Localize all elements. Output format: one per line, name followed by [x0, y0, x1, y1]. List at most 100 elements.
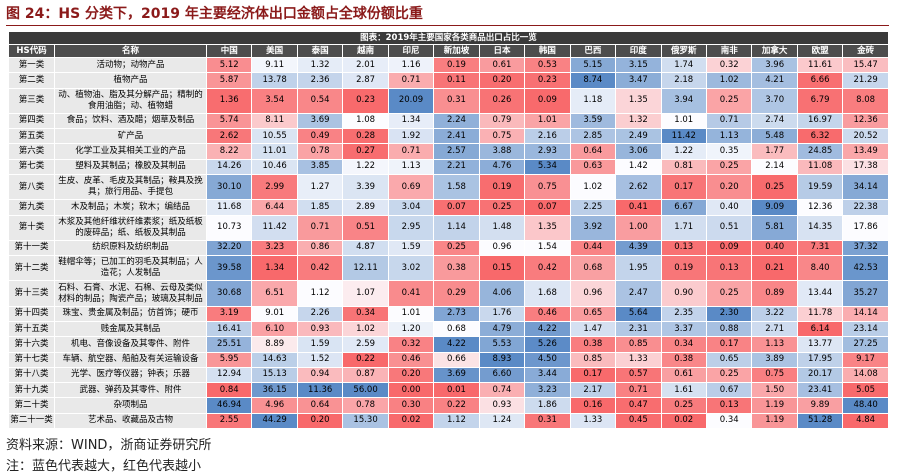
- value-cell: 2.89: [342, 199, 389, 216]
- value-cell: 0.02: [660, 412, 707, 429]
- value-cell: 0.65: [569, 305, 617, 322]
- value-cell: 1.01: [387, 305, 435, 322]
- row-name: 矿产品: [54, 128, 207, 145]
- column-header: 韩国: [524, 44, 571, 58]
- value-cell: 2.31: [615, 320, 662, 338]
- value-cell: 1.12: [296, 280, 344, 307]
- value-cell: 0.34: [342, 305, 389, 322]
- value-cell: 23.14: [842, 320, 889, 338]
- table-row: 第十六类 机电、音像设备及其零件、附件 25.51 8.89 1.59 2.59 0.32 4…: [8, 336, 889, 353]
- value-cell: 0.78: [342, 397, 389, 414]
- value-cell: 1.34: [387, 112, 435, 130]
- value-cell: 0.93: [478, 397, 526, 414]
- value-cell: 0.67: [705, 382, 753, 399]
- value-cell: 42.53: [842, 255, 889, 282]
- value-cell: 8.89: [251, 336, 298, 353]
- value-cell: 12.94: [205, 366, 253, 384]
- value-cell: 6.60: [478, 366, 526, 384]
- value-cell: 0.25: [705, 158, 753, 175]
- value-cell: 0.63: [569, 158, 617, 175]
- value-cell: 14.63: [251, 351, 298, 368]
- row-code: 第二十一类: [8, 412, 55, 429]
- table-row: 第七类 塑料及其制品；橡胶及其制品 14.26 10.46 3.85 1.22 1.13 2.…: [8, 158, 889, 175]
- value-cell: 3.06: [615, 143, 662, 160]
- value-cell: 2.35: [660, 305, 707, 322]
- value-cell: 4.76: [478, 158, 526, 175]
- value-cell: 2.01: [342, 56, 389, 74]
- value-cell: 6.14: [796, 320, 844, 338]
- value-cell: 0.19: [478, 173, 526, 201]
- row-code: 第九类: [8, 199, 55, 216]
- row-code: 第五类: [8, 128, 55, 145]
- table-row: 第八类 生皮、皮革、毛皮及其制品；鞍具及挽具；旅行用品、手提包 30.10 2.99 1…: [8, 173, 889, 201]
- value-cell: 3.37: [660, 320, 707, 338]
- value-cell: 3.23: [524, 382, 571, 399]
- value-cell: 1.61: [660, 382, 707, 399]
- value-cell: 0.01: [433, 382, 480, 399]
- value-cell: 14.14: [842, 305, 889, 322]
- value-cell: 3.02: [387, 255, 435, 282]
- value-cell: 0.25: [660, 397, 707, 414]
- table-row: 第十九类 武器、弹药及其零件、附件 0.84 36.15 11.36 56.00 0.00 0…: [8, 382, 889, 399]
- value-cell: 0.25: [705, 87, 753, 114]
- value-cell: 2.55: [205, 412, 253, 429]
- value-cell: 10.55: [251, 128, 298, 145]
- value-cell: 3.54: [251, 87, 298, 114]
- value-cell: 11.42: [660, 128, 707, 145]
- row-name: 活动物；动物产品: [54, 56, 207, 74]
- value-cell: 4.06: [478, 280, 526, 307]
- value-cell: 0.21: [751, 255, 798, 282]
- value-cell: 0.31: [524, 412, 571, 429]
- value-cell: 2.14: [751, 158, 798, 175]
- value-cell: 0.71: [615, 382, 662, 399]
- value-cell: 1.36: [205, 87, 253, 114]
- value-cell: 0.64: [569, 143, 617, 160]
- value-cell: 2.16: [524, 128, 571, 145]
- value-cell: 11.61: [796, 56, 844, 74]
- value-cell: 0.25: [705, 366, 753, 384]
- value-cell: 3.15: [615, 56, 662, 74]
- value-cell: 0.68: [433, 320, 480, 338]
- value-cell: 8.08: [842, 87, 889, 114]
- value-cell: 2.25: [569, 199, 617, 216]
- column-header: 巴西: [569, 44, 617, 58]
- value-cell: 0.96: [478, 239, 526, 257]
- row-code: 第十一类: [8, 239, 55, 257]
- value-cell: 0.35: [705, 143, 753, 160]
- value-cell: 0.13: [705, 397, 753, 414]
- value-cell: 0.07: [524, 199, 571, 216]
- table-row: 第十七类 车辆、航空器、船舶及有关运输设备 5.95 14.63 1.52 0.22 0.4…: [8, 351, 889, 368]
- value-cell: 0.11: [433, 72, 480, 89]
- value-cell: 4.84: [842, 412, 889, 429]
- value-cell: 5.81: [751, 214, 798, 241]
- value-cell: 4.79: [478, 320, 526, 338]
- value-cell: 11.36: [296, 382, 344, 399]
- value-cell: 0.85: [615, 336, 662, 353]
- value-cell: 1.18: [569, 87, 617, 114]
- value-cell: 1.86: [524, 397, 571, 414]
- value-cell: 20.09: [387, 87, 435, 114]
- value-cell: 3.94: [660, 87, 707, 114]
- value-cell: 1.07: [342, 280, 389, 307]
- value-cell: 3.69: [433, 366, 480, 384]
- value-cell: 15.47: [842, 56, 889, 74]
- value-cell: 17.86: [842, 214, 889, 241]
- value-cell: 48.40: [842, 397, 889, 414]
- value-cell: 0.47: [615, 397, 662, 414]
- value-cell: 2.93: [524, 143, 571, 160]
- value-cell: 0.09: [524, 87, 571, 114]
- value-cell: 0.28: [342, 128, 389, 145]
- value-cell: 0.13: [705, 255, 753, 282]
- value-cell: 4.21: [751, 72, 798, 89]
- value-cell: 46.94: [205, 397, 253, 414]
- row-name: 艺术品、收藏品及古物: [54, 412, 207, 429]
- value-cell: 0.23: [342, 87, 389, 114]
- value-cell: 0.61: [478, 56, 526, 74]
- value-cell: 3.85: [296, 158, 344, 175]
- value-cell: 1.47: [569, 320, 617, 338]
- value-cell: 2.87: [342, 72, 389, 89]
- row-name: 石料、石膏、水泥、石棉、云母及类似材料的制品；陶瓷产品；玻璃及其制品: [54, 280, 207, 307]
- value-cell: 0.64: [296, 397, 344, 414]
- value-cell: 0.75: [478, 128, 526, 145]
- value-cell: 16.41: [205, 320, 253, 338]
